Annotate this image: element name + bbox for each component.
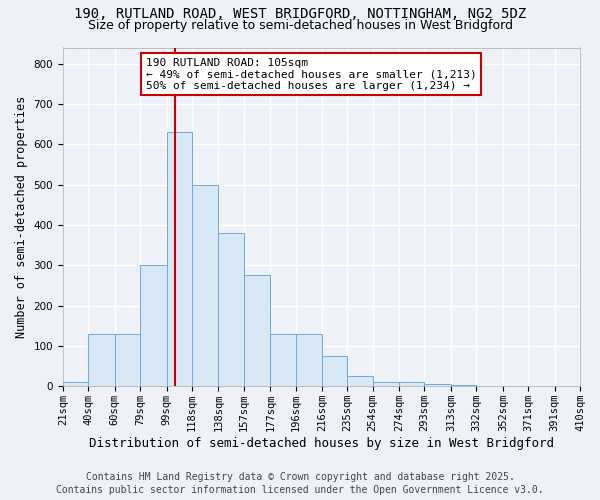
- Bar: [347, 376, 373, 386]
- Bar: [63, 382, 88, 386]
- Bar: [399, 382, 424, 386]
- Bar: [270, 334, 296, 386]
- Y-axis label: Number of semi-detached properties: Number of semi-detached properties: [15, 96, 28, 338]
- Text: 190, RUTLAND ROAD, WEST BRIDGFORD, NOTTINGHAM, NG2 5DZ: 190, RUTLAND ROAD, WEST BRIDGFORD, NOTTI…: [74, 8, 526, 22]
- Bar: [192, 184, 218, 386]
- Bar: [115, 334, 140, 386]
- Text: Contains HM Land Registry data © Crown copyright and database right 2025.
Contai: Contains HM Land Registry data © Crown c…: [56, 472, 544, 495]
- Bar: [244, 276, 270, 386]
- Text: 190 RUTLAND ROAD: 105sqm
← 49% of semi-detached houses are smaller (1,213)
50% o: 190 RUTLAND ROAD: 105sqm ← 49% of semi-d…: [146, 58, 476, 91]
- Bar: [140, 266, 167, 386]
- Bar: [296, 334, 322, 386]
- Bar: [218, 233, 244, 386]
- Bar: [322, 356, 347, 386]
- Bar: [373, 382, 399, 386]
- Text: Size of property relative to semi-detached houses in West Bridgford: Size of property relative to semi-detach…: [88, 18, 512, 32]
- Bar: [451, 385, 476, 386]
- X-axis label: Distribution of semi-detached houses by size in West Bridgford: Distribution of semi-detached houses by …: [89, 437, 554, 450]
- Bar: [167, 132, 192, 386]
- Bar: [88, 334, 115, 386]
- Bar: [424, 384, 451, 386]
